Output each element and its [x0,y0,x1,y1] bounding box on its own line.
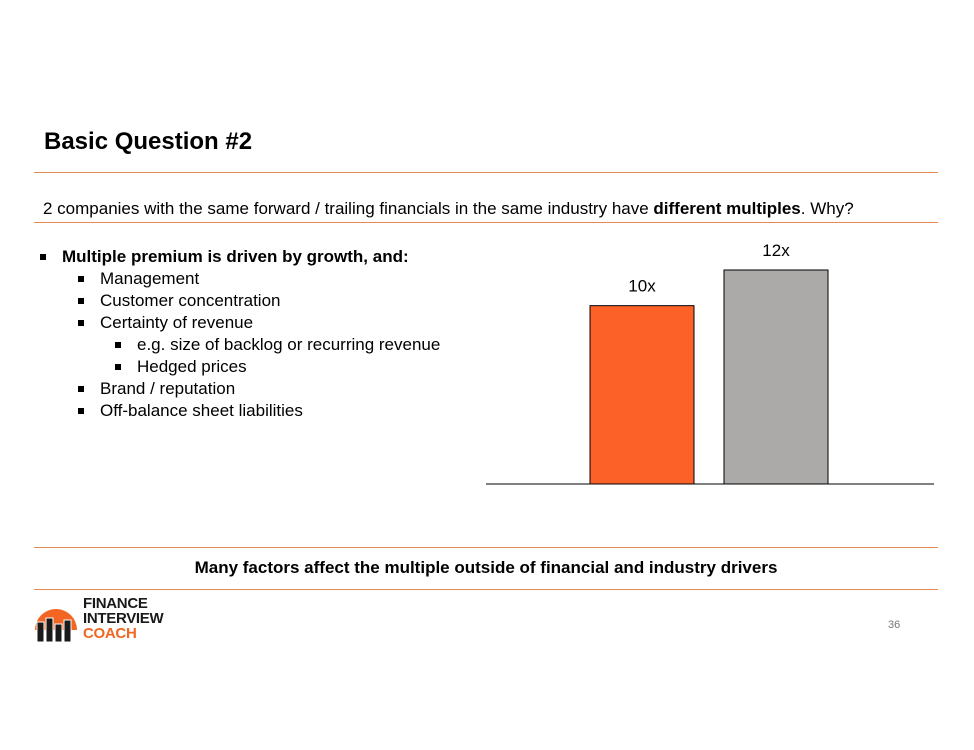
logo-line-coach: COACH [83,625,137,642]
slide-title: Basic Question #2 [44,128,253,155]
bullet-marker [115,342,121,348]
question-text-end: . Why? [800,199,854,218]
footer-top-divider [34,547,938,548]
question-text-emphasis: different multiples [653,199,801,218]
sub-bullet-text: Management [100,269,200,288]
bullet-marker [40,254,46,260]
page-number: 36 [888,619,901,631]
sub-bullet-text: Off-balance sheet liabilities [100,401,303,420]
bullet-marker [78,386,84,392]
sub-bullet: Brand / reputation [62,378,440,400]
sub-bullet: Management [62,268,440,290]
logo-wordmark: FINANCE INTERVIEW COACH [83,595,164,642]
bullet-marker [115,364,121,370]
sub-bullet: Off-balance sheet liabilities [62,400,440,422]
sub-bullet-text: Brand / reputation [100,379,236,398]
sub-bullet-list: Management Customer concentration Certai… [62,268,440,422]
bullet-marker [78,298,84,304]
sub-bullet: Certainty of revenue e.g. size of backlo… [62,312,440,378]
lead-bullet-text: Multiple premium is driven by growth, an… [62,247,409,266]
finance-interview-coach-logo: FINANCE INTERVIEW COACH [33,596,183,646]
bullet-marker [78,320,84,326]
question-text: 2 companies with the same forward / trai… [43,199,854,219]
conclusion-text: Many factors affect the multiple outside… [194,558,778,577]
bar-1-label: 10x [628,277,656,296]
sub-bullet-text: Certainty of revenue [100,313,254,332]
title-divider [34,172,938,173]
question-text-start: 2 companies with the same forward / trai… [43,199,654,218]
bar-2 [723,269,829,485]
sub-bullet: Customer concentration [62,290,440,312]
logo-line-interview: INTERVIEW [83,610,164,627]
bar-2-label: 12x [762,241,790,260]
bar-1 [589,305,695,485]
multiples-bar-chart: 10x 12x [486,241,934,485]
sub-sub-bullet-text: Hedged prices [137,357,247,376]
question-divider [34,222,938,223]
sub-sub-bullet: e.g. size of backlog or recurring revenu… [62,334,440,356]
sub-sub-bullet-list: e.g. size of backlog or recurring revenu… [100,334,440,378]
logo-mark-icon [35,609,77,643]
sub-sub-bullet-text: e.g. size of backlog or recurring revenu… [137,335,441,354]
sub-sub-bullet: Hedged prices [62,356,440,378]
logo-line-finance: FINANCE [83,595,148,612]
sub-bullet-text: Customer concentration [100,291,281,310]
bullet-list: Multiple premium is driven by growth, an… [36,246,440,422]
bullet-marker [78,408,84,414]
bullet-marker [78,276,84,282]
lead-bullet: Multiple premium is driven by growth, an… [36,246,440,422]
footer-bottom-divider [34,589,938,590]
